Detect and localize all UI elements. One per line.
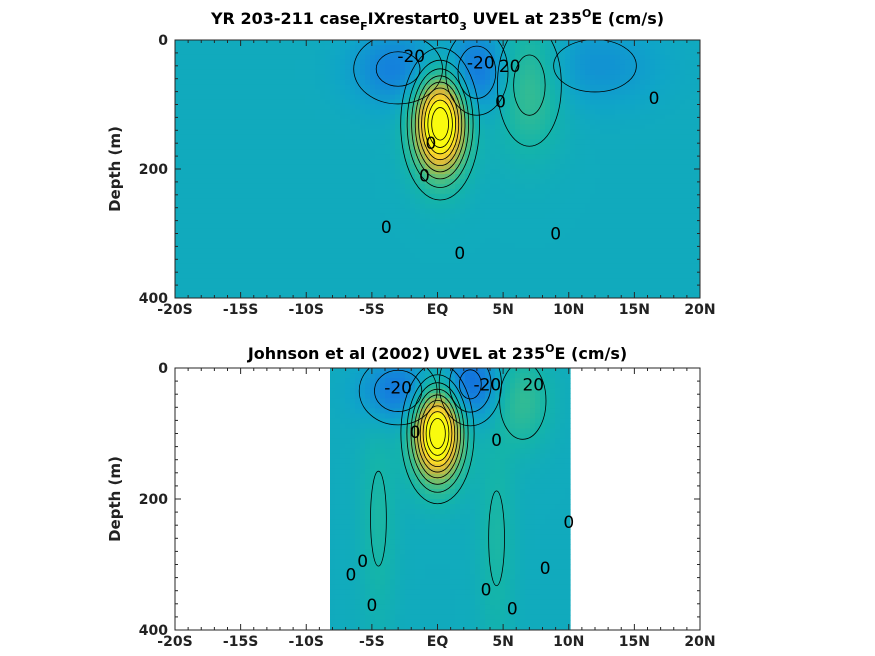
x-tick-label: -20S	[157, 302, 192, 318]
contour-label: 0	[550, 225, 561, 245]
contour-label: 0	[454, 244, 465, 264]
y-tick-label: 400	[139, 291, 168, 307]
contour-label: 0	[426, 134, 437, 154]
contour-line	[497, 40, 562, 147]
x-tick-label: EQ	[427, 302, 449, 318]
y-tick-label: 0	[158, 33, 168, 49]
contour-line	[410, 382, 465, 485]
contour-line	[425, 411, 450, 456]
x-tick-label: 10N	[553, 302, 584, 318]
x-tick-label: 15N	[619, 302, 650, 318]
title-part: UVEL at 235	[467, 9, 582, 28]
title-part: Johnson et al (2002) UVEL at 235	[247, 344, 545, 363]
contour-label: -20	[473, 375, 501, 395]
contour-label: 0	[563, 513, 574, 533]
contour-label: 0	[507, 599, 518, 619]
contour-line	[353, 40, 443, 105]
y-axis-label: Depth (m)	[106, 456, 124, 542]
x-tick-label: 20N	[684, 302, 715, 318]
contour-line	[375, 51, 421, 87]
contour-line	[411, 68, 470, 180]
x-tick-label: -20S	[157, 634, 192, 650]
contour-label: 0	[649, 89, 660, 109]
x-tick-label: -5S	[359, 302, 385, 318]
contour-label: -20	[384, 379, 412, 399]
contour-line	[488, 490, 505, 587]
chart-title: Johnson et al (2002) UVEL at 235OE (cm/s…	[247, 342, 627, 363]
x-tick-label: EQ	[427, 634, 449, 650]
contour-line	[406, 374, 469, 493]
contour-label: -20	[467, 54, 495, 74]
velocity-field	[330, 368, 571, 630]
title-part: E (cm/s)	[555, 344, 628, 363]
x-tick-label: -10S	[289, 302, 324, 318]
contour-line	[417, 394, 458, 473]
contour-lines	[358, 368, 547, 587]
contour-label: 0	[366, 596, 377, 616]
title-part: O	[582, 7, 591, 20]
contour-line	[431, 107, 449, 141]
contour-label: 0	[481, 580, 492, 600]
contour-label: 0	[491, 431, 502, 451]
contour-label: 0	[410, 423, 421, 443]
contour-label: 0	[540, 559, 551, 579]
contour-label: 0	[495, 92, 506, 112]
contour-line	[418, 81, 463, 167]
contour-label: 0	[345, 565, 356, 585]
x-tick-label: -15S	[223, 634, 258, 650]
contour-line	[370, 470, 387, 567]
contour-line	[400, 47, 480, 201]
y-axis-label: Depth (m)	[106, 126, 124, 212]
y-tick-label: 200	[139, 492, 168, 508]
y-tick-label: 400	[139, 623, 168, 639]
contour-line	[422, 405, 453, 462]
contour-lines	[353, 40, 637, 201]
chart-title: YR 203-211 caseFIXrestart03 UVEL at 235O…	[210, 7, 664, 33]
title-part: F	[360, 20, 368, 33]
contour-line	[499, 368, 547, 440]
contour-label: -20	[397, 47, 425, 67]
contour-line	[449, 368, 492, 413]
x-tick-label: 5N	[492, 634, 513, 650]
x-tick-label: 20N	[684, 634, 715, 650]
title-part: E (cm/s)	[591, 9, 664, 28]
velocity-field	[175, 40, 700, 298]
contour-line	[513, 54, 546, 116]
x-tick-label: 10N	[553, 634, 584, 650]
title-part: O	[545, 342, 554, 355]
x-tick-label: 15N	[619, 634, 650, 650]
contour-line	[400, 368, 475, 505]
contour-line	[458, 369, 482, 400]
x-tick-label: -15S	[223, 302, 258, 318]
title-part: IXrestart0	[368, 9, 460, 28]
contour-label: 20	[499, 57, 521, 77]
contour-line	[421, 87, 460, 161]
contour-line	[427, 99, 453, 148]
contour-label: 20	[522, 375, 544, 395]
contour-line	[419, 399, 456, 467]
contour-line	[424, 93, 457, 155]
title-part: 3	[459, 20, 467, 33]
y-tick-label: 200	[139, 162, 168, 178]
contour-label: 0	[419, 166, 430, 186]
y-tick-label: 0	[158, 361, 168, 377]
contour-line	[553, 40, 637, 93]
contour-line	[413, 388, 461, 479]
contour-line	[429, 418, 446, 449]
contour-line	[406, 59, 474, 188]
x-tick-label: -5S	[359, 634, 385, 650]
contour-label: 0	[357, 552, 368, 572]
contour-label: 0	[381, 218, 392, 238]
title-part: YR 203-211 case	[210, 9, 360, 28]
x-tick-label: 5N	[492, 302, 513, 318]
contour-line	[358, 368, 438, 426]
contour-line	[457, 45, 497, 99]
contour-line	[445, 40, 509, 116]
x-tick-label: -10S	[289, 634, 324, 650]
contour-line	[414, 75, 466, 173]
